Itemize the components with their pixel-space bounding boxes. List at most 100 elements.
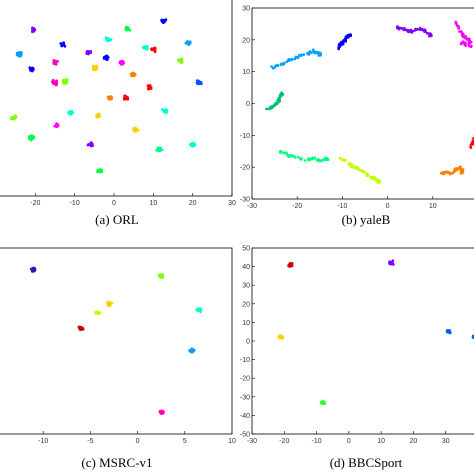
cluster-7-point [324, 156, 327, 160]
cluster-1-point [463, 35, 466, 38]
cluster-5-point [64, 78, 68, 81]
cluster-0-point [290, 262, 294, 265]
cluster-2-point [281, 337, 284, 340]
cluster-6-point [469, 143, 473, 146]
panel-orl: -20 -10 0 10 20 30 (a) ORL [0, 0, 236, 227]
cluster-8-point [377, 179, 380, 183]
x-tick-label: -20 [30, 200, 40, 207]
cluster-9-point [446, 171, 450, 174]
cluster-26-point [12, 116, 15, 119]
cluster-2-point [17, 54, 21, 58]
cluster-2-point [319, 54, 322, 57]
cluster-3-point [339, 40, 343, 44]
x-tick-label: 30 [228, 200, 236, 207]
cluster-0-point [31, 270, 34, 273]
cluster-29-point [32, 136, 35, 140]
cluster-32-point [189, 143, 192, 146]
cluster-6-point [95, 67, 98, 70]
cluster-7-point [282, 151, 285, 154]
cluster-0-point [402, 28, 406, 32]
cluster-7-point [288, 155, 291, 158]
cluster-28-point [132, 129, 136, 133]
cluster-9-point [451, 171, 454, 175]
y-tick-label: 40 [242, 264, 250, 271]
cluster-0-point [289, 264, 293, 268]
cluster-1-point [464, 44, 467, 47]
cluster-6-point [189, 348, 193, 352]
cluster-19-point [149, 86, 152, 90]
cluster-12-point [144, 46, 148, 50]
cluster-2-point [275, 63, 279, 67]
cluster-24-point [98, 114, 101, 118]
cluster-1-point [460, 41, 463, 45]
cluster-29-point [29, 136, 32, 139]
y-tick-label: 10 [242, 320, 250, 327]
cluster-6-point [192, 348, 195, 352]
y-tick-label: 20 [242, 301, 250, 308]
y-tick-label: 10 [242, 69, 250, 76]
panel-bbcsport-ticks: -30 -20 -10 0 10 20 30 -50 -40 -30 -20 -10 0 10 20 30 40… [240, 246, 450, 446]
x-tick-label: -30 [247, 203, 257, 210]
cluster-9-point [456, 167, 460, 171]
x-tick-label: -10 [312, 438, 322, 445]
cluster-32-point [191, 143, 195, 146]
cluster-1-point [457, 27, 460, 30]
cluster-4-point [273, 103, 277, 107]
cluster-2-point [314, 50, 317, 54]
cluster-1-point [467, 43, 470, 46]
cluster-0-point [429, 33, 433, 37]
cluster-1-point [469, 45, 473, 49]
cluster-18-point [87, 51, 91, 55]
panel-orl-caption: (a) ORL [95, 212, 139, 227]
cluster-11-point [186, 39, 189, 43]
cluster-14-point [180, 59, 184, 63]
cluster-10-point [164, 18, 168, 21]
cluster-0-point [423, 30, 426, 33]
cluster-8-point [363, 170, 366, 174]
cluster-21-point [110, 96, 113, 100]
cluster-27-point [53, 124, 56, 128]
x-tick-label: 0 [136, 438, 140, 445]
cluster-7-point [299, 157, 302, 160]
cluster-9-point [442, 172, 446, 176]
cluster-2-point [308, 50, 312, 53]
x-tick-label: -10 [38, 438, 48, 445]
cluster-9-point [460, 171, 464, 175]
cluster-0-point [397, 27, 401, 31]
cluster-3-point [337, 47, 340, 51]
cluster-14-point [177, 58, 181, 61]
cluster-7-point [313, 156, 317, 160]
cluster-10-point [161, 19, 164, 23]
cluster-34-point [98, 169, 101, 172]
cluster-4-point [126, 28, 130, 32]
cluster-7-point [161, 410, 165, 414]
cluster-2-point [299, 53, 303, 57]
cluster-5-point [322, 401, 326, 404]
panel-bbcsport-caption: (d) BBCSport [330, 455, 403, 470]
cluster-6-point [469, 145, 472, 149]
cluster-9-point [448, 172, 452, 176]
panel-bbcsport: -30 -20 -10 0 10 20 30 -50 -40 -30 -20 -10 0 10 20 30 40… [240, 246, 474, 470]
cluster-24-point [95, 115, 99, 119]
cluster-6-point [471, 140, 474, 143]
cluster-2-point [307, 53, 311, 56]
cluster-30-point [89, 144, 93, 148]
x-tick-label: 30 [442, 438, 450, 445]
cluster-0-point [416, 27, 420, 31]
cluster-2-point [312, 48, 315, 52]
cluster-3-point [349, 33, 353, 37]
cluster-0-point [32, 30, 36, 33]
cluster-6-point [190, 350, 194, 354]
panel-msrc-caption: (c) MSRC-v1 [81, 455, 152, 470]
x-tick-label: -20 [292, 203, 302, 210]
cluster-8-point [151, 47, 155, 51]
cluster-7-point [310, 157, 314, 161]
cluster-7-point [130, 74, 133, 78]
cluster-30-point [88, 143, 91, 146]
cluster-3-point [340, 43, 344, 46]
y-tick-label: -50 [240, 432, 250, 439]
cluster-5-point [81, 326, 84, 330]
cluster-7-point [291, 154, 294, 158]
cluster-4-point [196, 308, 200, 312]
y-tick-label: 20 [242, 37, 250, 44]
